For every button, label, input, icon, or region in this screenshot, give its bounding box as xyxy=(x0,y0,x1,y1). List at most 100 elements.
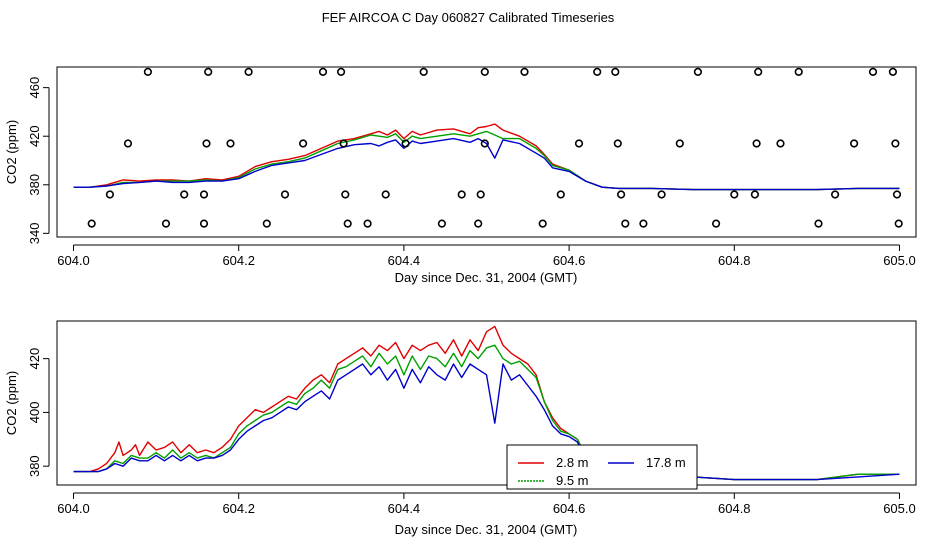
data-point-marker xyxy=(123,139,133,148)
data-point-marker xyxy=(161,219,171,228)
data-point-marker xyxy=(657,190,666,199)
data-point-marker xyxy=(574,139,584,148)
top-y-axis-label: CO2 (ppm) xyxy=(4,120,19,184)
bottom-plot-frame xyxy=(56,320,917,486)
bottom-x-axis-label: Day since Dec. 31, 2004 (GMT) xyxy=(395,522,578,537)
data-point-marker xyxy=(849,139,859,148)
data-point-marker xyxy=(199,219,209,228)
y-tick-label: 380 xyxy=(27,174,42,196)
legend-label-17.8m: 17.8 m xyxy=(646,455,686,470)
data-point-marker xyxy=(520,67,529,76)
data-point-marker xyxy=(480,67,489,76)
data-point-marker xyxy=(814,219,823,228)
series-line-2.8m xyxy=(73,123,900,191)
x-tick-label: 604.6 xyxy=(553,253,586,268)
series-line-2.8m xyxy=(73,325,900,481)
data-point-marker xyxy=(204,67,213,76)
data-point-marker xyxy=(538,219,547,228)
y-tick-label: 420 xyxy=(27,348,42,370)
data-point-marker xyxy=(611,67,620,76)
data-point-marker xyxy=(341,190,350,199)
data-point-marker xyxy=(830,190,840,199)
x-tick-label: 604.8 xyxy=(718,501,751,516)
data-point-marker xyxy=(894,219,903,228)
data-point-marker xyxy=(616,190,626,199)
top-y-axis: 340 380 420 460 xyxy=(27,77,50,245)
bottom-x-axis: 604.0 604.2 604.4 604.6 604.8 605.0 xyxy=(57,492,916,516)
x-tick-label: 604.0 xyxy=(57,501,90,516)
data-point-marker xyxy=(480,139,489,148)
data-point-marker xyxy=(202,139,211,148)
y-tick-label: 400 xyxy=(27,402,42,424)
data-point-marker xyxy=(776,139,785,148)
data-point-marker xyxy=(299,139,308,148)
data-point-marker xyxy=(244,67,253,76)
x-tick-label: 604.6 xyxy=(553,501,586,516)
data-point-marker xyxy=(730,190,739,199)
data-point-marker xyxy=(613,139,622,148)
data-point-marker xyxy=(318,67,328,76)
y-tick-label: 380 xyxy=(27,455,42,477)
data-point-marker xyxy=(180,190,189,199)
data-point-marker xyxy=(339,139,348,148)
data-point-marker xyxy=(199,190,209,199)
x-tick-label: 604.0 xyxy=(57,253,90,268)
y-tick-label: 340 xyxy=(27,223,42,245)
data-point-marker xyxy=(750,190,760,199)
data-point-marker xyxy=(401,139,410,148)
data-point-marker xyxy=(621,219,630,228)
data-point-marker xyxy=(794,67,803,76)
data-point-marker xyxy=(675,139,684,148)
x-tick-label: 604.4 xyxy=(388,253,421,268)
x-tick-label: 604.2 xyxy=(222,253,255,268)
data-point-marker xyxy=(693,67,703,76)
bottom-y-axis-label: CO2 (ppm) xyxy=(4,371,19,435)
data-point-marker xyxy=(457,190,466,199)
x-tick-label: 605.0 xyxy=(883,501,916,516)
top-x-axis: 604.0 604.2 604.4 604.6 604.8 605.0 xyxy=(57,244,916,268)
data-point-marker xyxy=(892,190,902,199)
x-tick-label: 604.2 xyxy=(222,501,255,516)
series-line-17.8m xyxy=(73,137,900,191)
data-point-marker xyxy=(437,219,447,228)
bottom-y-axis: 380 400 420 xyxy=(27,348,50,477)
data-point-marker xyxy=(419,67,428,76)
legend-box xyxy=(506,444,698,490)
series-line-9.5m xyxy=(73,344,900,481)
y-tick-label: 420 xyxy=(27,125,42,147)
data-point-marker xyxy=(363,219,372,228)
top-series-group xyxy=(73,123,900,191)
top-plot-frame xyxy=(56,66,917,238)
bottom-panel: 604.0 604.2 604.4 604.6 604.8 605.0 380 400 420… xyxy=(4,320,917,537)
data-point-marker xyxy=(87,219,96,228)
data-point-marker xyxy=(868,67,878,76)
x-tick-label: 605.0 xyxy=(883,253,916,268)
y-tick-label: 460 xyxy=(27,77,42,99)
data-point-marker xyxy=(711,219,721,228)
x-tick-label: 604.4 xyxy=(388,501,421,516)
series-line-17.8m xyxy=(73,363,900,481)
figure-title: FEF AIRCOA C Day 060827 Calibrated Times… xyxy=(322,10,615,25)
legend: 2.8 m 9.5 m 17.8 m xyxy=(506,444,698,490)
data-point-marker xyxy=(476,190,485,199)
top-marker-group xyxy=(87,67,903,228)
data-point-marker xyxy=(343,219,352,228)
legend-label-2.8m: 2.8 m xyxy=(556,455,589,470)
data-point-marker xyxy=(888,67,898,76)
data-point-marker xyxy=(556,190,565,199)
top-x-axis-label: Day since Dec. 31, 2004 (GMT) xyxy=(395,270,578,285)
data-point-marker xyxy=(593,67,602,76)
top-panel: 604.0 604.2 604.4 604.6 604.8 605.0 340 380 420… xyxy=(4,66,917,285)
data-point-marker xyxy=(754,67,763,76)
data-point-marker xyxy=(262,219,271,228)
data-point-marker xyxy=(337,67,346,76)
data-point-marker xyxy=(891,139,900,148)
data-point-marker xyxy=(280,190,290,199)
data-point-marker xyxy=(639,219,648,228)
data-point-marker xyxy=(381,190,390,199)
data-point-marker xyxy=(474,219,483,228)
data-point-marker xyxy=(143,67,152,76)
bottom-series-group xyxy=(73,325,900,481)
data-point-marker xyxy=(105,190,114,199)
